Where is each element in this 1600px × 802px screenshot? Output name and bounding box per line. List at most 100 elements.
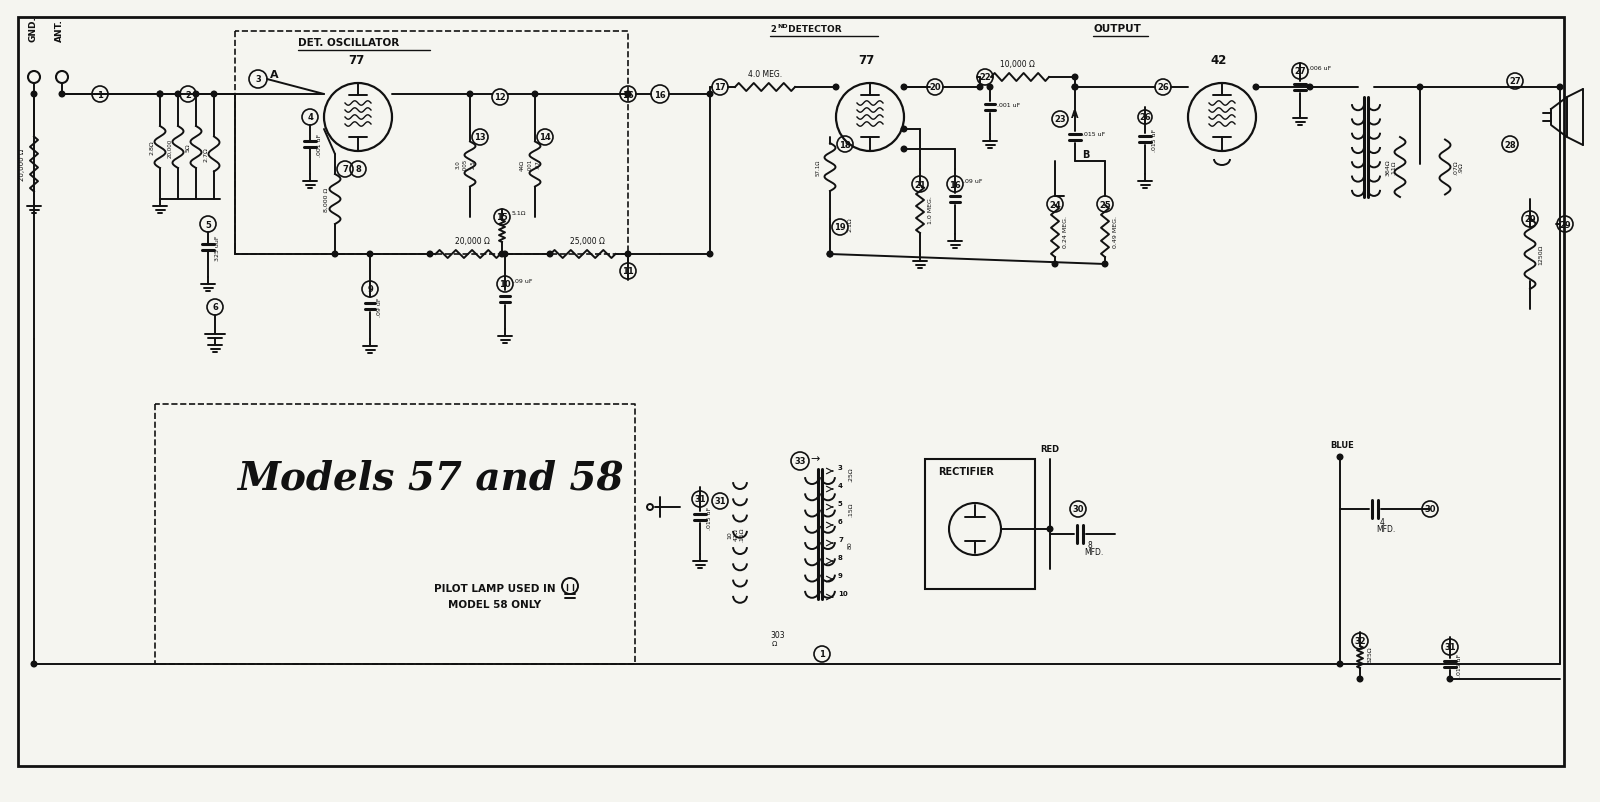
Text: 8: 8	[838, 554, 843, 561]
Text: DETECTOR: DETECTOR	[786, 25, 842, 34]
Text: 25,000 Ω: 25,000 Ω	[570, 237, 605, 245]
Circle shape	[1053, 262, 1058, 267]
Text: 17: 17	[714, 83, 726, 92]
Text: 24: 24	[1050, 200, 1061, 209]
Text: →: →	[810, 453, 819, 464]
Text: A: A	[1070, 110, 1078, 119]
Text: 4.0 MEG.: 4.0 MEG.	[749, 70, 782, 79]
Text: 5: 5	[838, 500, 843, 506]
Text: ANT.: ANT.	[54, 19, 64, 42]
Text: 10: 10	[499, 280, 510, 290]
Circle shape	[901, 127, 907, 132]
Text: 10: 10	[838, 590, 848, 596]
Text: 18: 18	[838, 140, 851, 149]
Circle shape	[1102, 262, 1107, 267]
Text: 33: 33	[794, 457, 806, 466]
Text: 2.7Ω: 2.7Ω	[203, 148, 208, 162]
Text: Ω: Ω	[771, 640, 778, 646]
Text: 16: 16	[654, 91, 666, 99]
Text: .11Ω: .11Ω	[1392, 160, 1397, 175]
Circle shape	[626, 92, 630, 98]
Circle shape	[176, 92, 181, 98]
Text: 1.0 MEG.: 1.0 MEG.	[928, 196, 933, 224]
Circle shape	[626, 92, 630, 98]
Text: 0.24 MEG.: 0.24 MEG.	[1062, 216, 1069, 248]
Circle shape	[1253, 85, 1259, 91]
Text: 14: 14	[539, 133, 550, 142]
Text: 23: 23	[1054, 115, 1066, 124]
Text: .9Ω: .9Ω	[1458, 163, 1462, 173]
Circle shape	[1072, 75, 1078, 81]
Text: DET. OSCILLATOR: DET. OSCILLATOR	[298, 38, 400, 48]
Text: 30: 30	[1424, 505, 1435, 514]
Text: 7: 7	[838, 537, 843, 542]
Text: 19: 19	[834, 223, 846, 233]
Text: 6: 6	[838, 518, 843, 525]
Text: 27: 27	[1509, 78, 1522, 87]
Text: Models 57 and 58: Models 57 and 58	[237, 460, 624, 497]
Circle shape	[1338, 455, 1342, 460]
Text: .15Ω: .15Ω	[848, 502, 853, 516]
Circle shape	[467, 92, 474, 98]
Text: .015 uF: .015 uF	[1082, 132, 1106, 137]
Text: 16: 16	[622, 91, 634, 99]
Text: 77: 77	[349, 54, 365, 67]
Text: 5: 5	[205, 221, 211, 229]
Text: .09 uF: .09 uF	[514, 278, 533, 284]
Text: 80: 80	[848, 541, 853, 549]
Text: 4: 4	[307, 113, 314, 123]
Text: OUTPUT: OUTPUT	[1093, 24, 1141, 34]
Text: MFD.: MFD.	[1085, 547, 1104, 557]
Text: .001: .001	[528, 159, 533, 171]
Text: 1: 1	[819, 650, 826, 658]
Text: 2.1Ω: 2.1Ω	[848, 217, 853, 232]
Circle shape	[157, 92, 163, 98]
Text: .25Ω: .25Ω	[848, 467, 853, 482]
Text: 2.8Ω: 2.8Ω	[149, 140, 155, 155]
Text: 21: 21	[914, 180, 926, 189]
Circle shape	[626, 252, 630, 257]
Text: 20,000 Ω: 20,000 Ω	[454, 237, 490, 245]
Text: 77: 77	[858, 54, 874, 67]
Text: 364Ω: 364Ω	[1386, 160, 1390, 176]
Text: 26: 26	[1157, 83, 1170, 92]
Text: 303: 303	[770, 630, 784, 639]
Text: 20,000 Ω: 20,000 Ω	[19, 148, 26, 181]
Text: 9: 9	[838, 573, 843, 578]
Circle shape	[1557, 85, 1563, 91]
Text: 1: 1	[98, 91, 102, 99]
Text: 0.49 MEG.: 0.49 MEG.	[1114, 216, 1118, 248]
Text: .001 uF: .001 uF	[317, 133, 322, 156]
Text: 6: 6	[213, 303, 218, 312]
Circle shape	[427, 252, 432, 257]
Text: GND.: GND.	[29, 16, 37, 42]
Text: 32: 32	[1354, 637, 1366, 646]
Text: 8: 8	[355, 165, 362, 174]
Circle shape	[533, 92, 538, 98]
Text: MODEL 58 ONLY: MODEL 58 ONLY	[448, 599, 541, 610]
Text: 4: 4	[838, 482, 843, 488]
Circle shape	[707, 252, 714, 257]
Text: 22: 22	[979, 74, 990, 83]
Text: 31: 31	[694, 495, 706, 504]
Circle shape	[827, 252, 832, 257]
Circle shape	[978, 85, 982, 91]
Text: 30: 30	[1072, 505, 1083, 514]
Text: .09 uF: .09 uF	[378, 297, 382, 316]
Circle shape	[1048, 527, 1053, 533]
Text: 26: 26	[1139, 113, 1150, 123]
Text: 10,000 Ω: 10,000 Ω	[1000, 60, 1035, 69]
Circle shape	[901, 85, 907, 91]
Text: BLUE: BLUE	[1330, 440, 1354, 449]
Circle shape	[333, 252, 338, 257]
Text: 2: 2	[770, 25, 776, 34]
Text: 28: 28	[1504, 140, 1515, 149]
Circle shape	[32, 92, 37, 98]
Circle shape	[59, 92, 66, 98]
Text: 5Ω: 5Ω	[186, 144, 190, 152]
Text: 4: 4	[1379, 517, 1386, 526]
Text: 20,000: 20,000	[168, 138, 173, 157]
Text: RECTIFIER: RECTIFIER	[938, 467, 994, 476]
Circle shape	[502, 252, 507, 257]
Text: 2: 2	[186, 91, 190, 99]
